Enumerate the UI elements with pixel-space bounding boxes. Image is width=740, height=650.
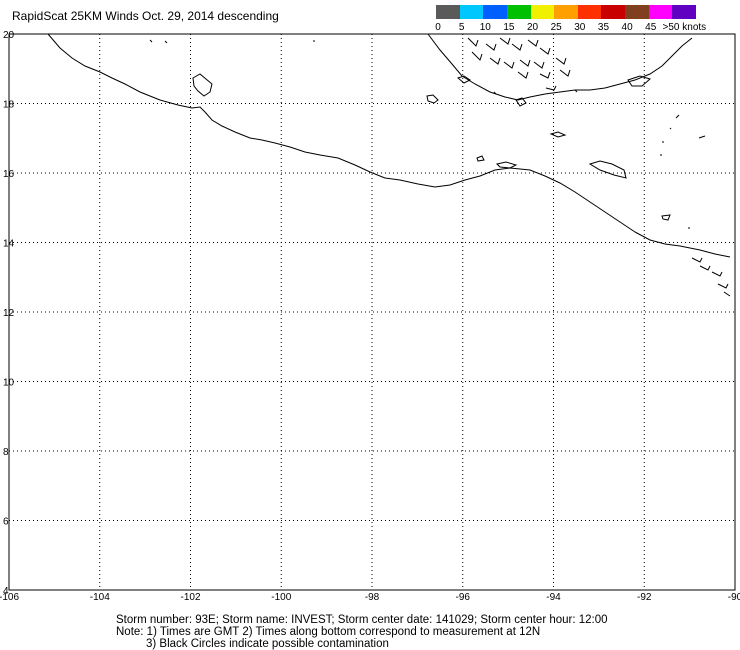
lon-tick-label: -100 — [271, 592, 291, 603]
lat-tick-label: 18 — [3, 100, 15, 111]
lat-tick-label: 6 — [3, 517, 9, 528]
wind-map: -106 -104 -102 -100 -98 -96 -94 -92 -90201816141… — [0, 0, 740, 612]
lon-tick-label: -104 — [90, 592, 110, 603]
lat-tick-label: 12 — [3, 308, 15, 319]
lon-tick-label: -98 — [365, 592, 380, 603]
lat-tick-label: 10 — [3, 378, 15, 389]
lon-tick-label: -90 — [728, 592, 740, 603]
lat-tick-label: 14 — [3, 239, 15, 250]
lon-tick-label: -92 — [637, 592, 652, 603]
footer-note-2: 3) Black Circles indicate possible conta… — [146, 638, 389, 650]
lat-tick-label: 20 — [3, 30, 15, 41]
lat-tick-label: 16 — [3, 169, 15, 180]
lon-tick-label: -102 — [180, 592, 200, 603]
lat-tick-label: 8 — [3, 447, 9, 458]
footer-note-1: Note: 1) Times are GMT 2) Times along bo… — [116, 626, 540, 638]
footer-storm-info: Storm number: 93E; Storm name: INVEST; S… — [116, 614, 608, 626]
lon-tick-label: -94 — [546, 592, 561, 603]
lat-tick-label: 4 — [3, 586, 9, 597]
lon-tick-label: -96 — [456, 592, 471, 603]
